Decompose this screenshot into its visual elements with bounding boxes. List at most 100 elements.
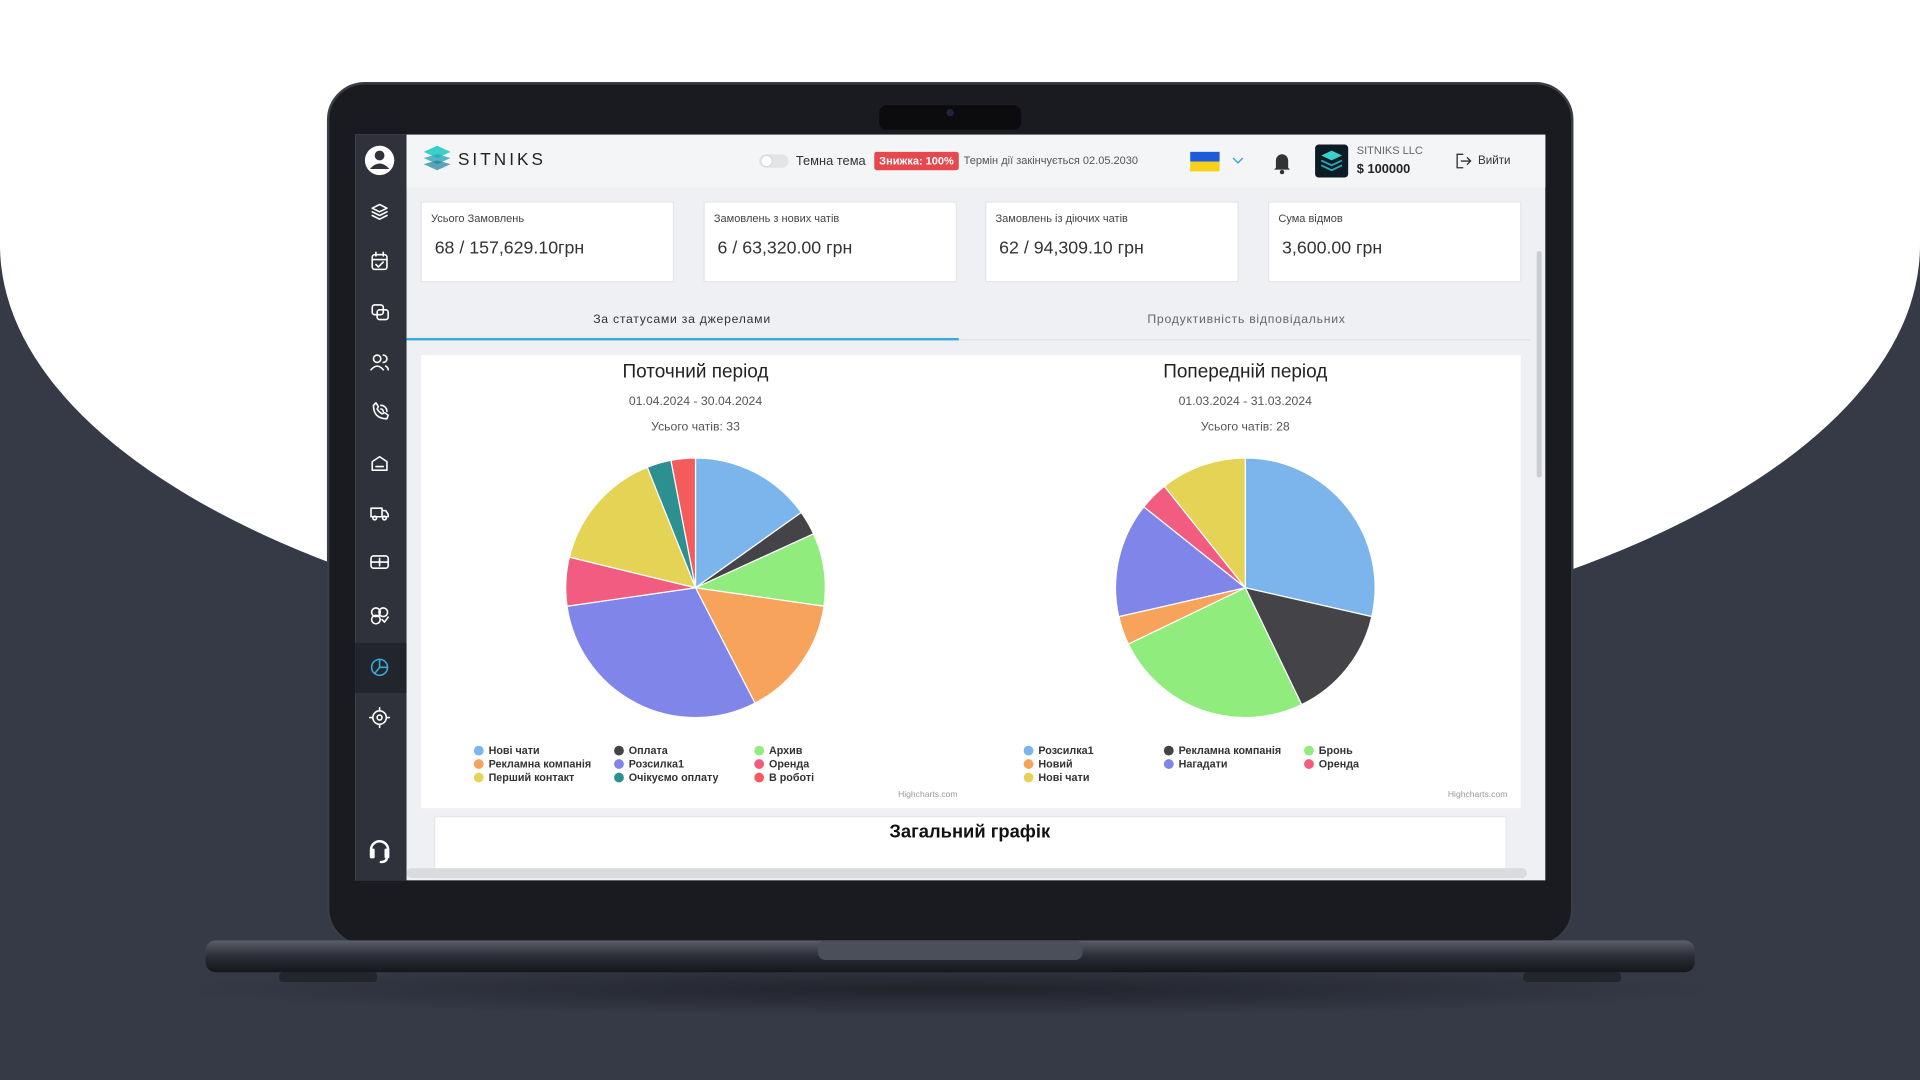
legend-item: Розсилка1 [629,759,684,771]
legend-swatch [473,745,484,756]
legend-item: Архив [769,745,803,757]
company-avatar-part [1315,144,1349,178]
tab[interactable]: За статусами за джерелами [593,312,771,326]
chart-title: Попередній період [1163,361,1327,382]
pie-slice [568,466,697,589]
legend-swatch [754,745,765,756]
pie-slice [1244,457,1376,618]
legend-item: Нові чати [1038,772,1089,784]
legend-item: Оплата [629,745,669,757]
chart-credit: Highcharts.com [898,789,957,799]
legend-swatch [614,759,624,769]
nav-integrations-part[interactable] [381,616,389,623]
top-bar-bg [406,134,1546,188]
nav-analytics-part[interactable] [373,658,389,675]
nav-analytics[interactable] [370,658,389,677]
nav-integrations[interactable] [370,607,389,625]
sidebar [355,134,407,881]
laptop-foot [279,972,378,983]
nav-support[interactable] [369,840,390,864]
nav-integrations-part[interactable] [378,607,389,618]
theme-toggle-part[interactable] [760,155,773,167]
laptop-foot [1523,972,1622,983]
legend-item: Оренда [1319,759,1360,771]
stat-cards: Усього Замовлень 68 / 157,629.10грн Замовл… [420,201,1522,283]
pie-slice [694,587,825,704]
nav-profile[interactable] [364,145,395,176]
language-select-part[interactable] [1190,151,1220,162]
logout-button[interactable]: Вийти [1456,153,1511,169]
nav-calls-part[interactable] [372,402,389,420]
stat-value: 68 / 157,629.10грн [435,237,585,257]
nav-calendar[interactable] [371,251,388,271]
pie-slice [1163,457,1246,589]
laptop-shadow [166,962,1734,1017]
expiry-text: Термін дії закінчується 02.05.2030 [964,155,1138,167]
legend-swatch [473,772,484,783]
nav-settings-part[interactable] [369,706,391,729]
nav-finance-part[interactable] [370,557,389,567]
legend-item: Бронь [1319,745,1353,757]
nav-integrations-part[interactable] [370,614,381,625]
legend-item: Перший контакт [489,772,575,784]
stat-label: Усього Замовлень [431,213,524,225]
nav-warehouse-part[interactable] [371,455,388,471]
bottom-bezel [333,880,1568,908]
section-panel [434,816,1507,879]
legend-item: В роботі [769,772,814,784]
nav-profile-part[interactable] [369,163,390,169]
company-avatar-part [1320,159,1343,172]
nav-finance[interactable] [370,555,389,569]
legend-item: Розсилка1 [1038,745,1093,757]
nav-settings[interactable] [369,706,391,729]
top-bar: SITNIKS Темна тема Знижка: 100% Термін д… [406,134,1546,188]
base-notch [817,940,1083,960]
nav-profile-part[interactable] [374,150,385,161]
nav-delivery-part[interactable] [372,515,378,521]
nav-warehouse[interactable] [371,455,388,471]
language-select[interactable] [1190,151,1244,172]
legend-item: Новий [1038,759,1072,771]
charts: Поточний період 01.04.2024 - 30.04.2024 Ус… [473,361,1507,799]
nav-delivery[interactable] [370,507,389,521]
nav-chats-part[interactable] [376,309,389,321]
pie-slice [1127,587,1303,719]
nav-support-part[interactable] [369,840,390,864]
legend-swatch [614,745,624,756]
nav-chats[interactable] [371,304,389,321]
language-select-part[interactable] [1190,161,1220,172]
nav-products[interactable] [371,203,388,220]
stat-card [1267,201,1522,283]
notifications-part[interactable] [1274,154,1290,170]
notifications-part[interactable] [1279,169,1285,175]
legend-swatch [614,772,624,783]
nav-clients-part[interactable] [370,354,389,371]
tab[interactable]: Продуктивність відповідальних [1147,312,1345,326]
nav-clients[interactable] [370,354,389,371]
theme-label: Темна тема [796,153,867,168]
nav-calendar-part[interactable] [371,253,388,271]
notifications[interactable] [1274,154,1290,175]
legend-swatch [1304,745,1314,756]
nav-settings-part[interactable] [376,714,383,721]
language-select-part[interactable] [1232,157,1244,164]
nav-delivery-part[interactable] [381,515,388,521]
tabs: За статусами за джерелами Продуктивність… [406,312,1531,341]
theme-toggle[interactable] [759,154,789,168]
pie-slice [670,457,697,589]
chart-subtitle: 01.04.2024 - 30.04.2024 [629,394,763,408]
nav-calls[interactable] [372,402,389,420]
chart-title: Поточний період [623,361,769,382]
legend-swatch [754,759,765,769]
nav-products-part[interactable] [371,203,388,220]
nav-calendar-part[interactable] [371,251,388,268]
nav-integrations-part[interactable] [370,607,381,618]
stat-card [985,201,1239,283]
stat-value: 62 / 94,309.10 грн [999,237,1144,257]
nav-clients-part[interactable] [372,354,382,364]
h-scrollbar [406,868,1527,878]
logout-label[interactable]: Вийти [1478,154,1511,167]
logout-button-part[interactable] [1456,153,1472,169]
